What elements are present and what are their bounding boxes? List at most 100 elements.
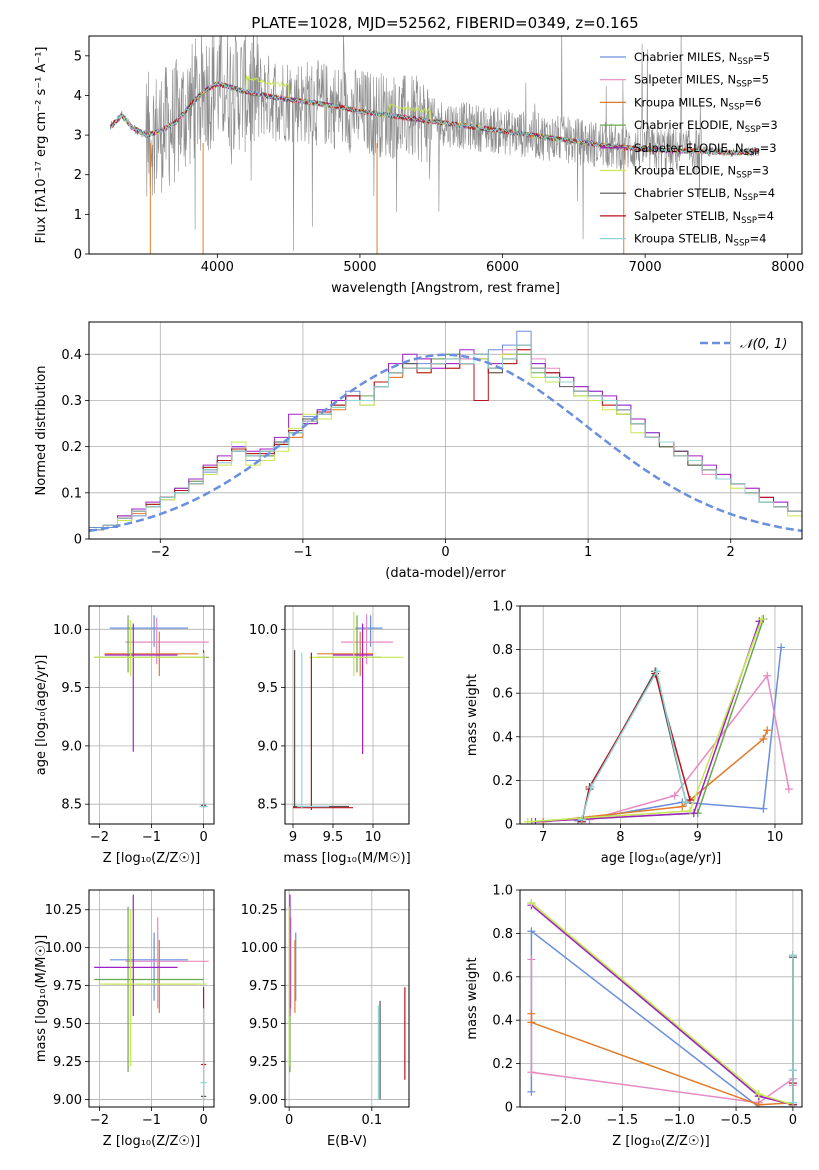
weight-marker (527, 955, 536, 964)
weight-series-line (543, 729, 768, 823)
y-tick-label: 9.75 (249, 979, 278, 994)
y-tick-label: 1 (74, 208, 82, 223)
weight-marker (788, 1066, 797, 1075)
legend-label: Salpeter MILES, NSSP=5 (634, 73, 769, 90)
y-tick-label: 8.5 (257, 798, 278, 813)
y-tick-label: 0.2 (61, 440, 82, 455)
plot-area (89, 330, 802, 533)
weight-marker (685, 806, 694, 815)
legend-label: Kroupa STELIB, NSSP=4 (634, 232, 766, 249)
legend-label-tail: =3 (752, 164, 769, 178)
legend-label-sub: SSP (737, 57, 753, 67)
weight-marker (527, 927, 536, 936)
panel-weight_vs_age: 7 8 9 10 0 0.2 0.4 0.6 0.8 1.0 age [log₁₀(age/yr)]… (465, 600, 803, 866)
legend-label-tail: =4 (757, 209, 774, 223)
axes-frame (519, 605, 803, 825)
x-tick-label: −1 (293, 545, 312, 560)
legend-label: Salpeter STELIB, NSSP=4 (634, 209, 774, 226)
legend-residual: 𝒩(0, 1) (700, 337, 787, 352)
x-axis-label: E(B-V) (327, 1134, 367, 1149)
y-tick-label: 0.6 (492, 687, 513, 702)
y-tick-label: 0 (74, 248, 82, 263)
x-axis-label: mass [log₁₀(M/M☉)] (283, 851, 410, 866)
y-axis-label: mass weight (465, 674, 480, 756)
y-tick-label: 0 (74, 533, 82, 548)
weight-marker (763, 671, 772, 680)
x-tick-label: 2 (727, 545, 735, 560)
weight-series-line (530, 1013, 793, 1106)
weight-marker (670, 791, 679, 800)
legend-label-text: Kroupa STELIB, N (634, 232, 734, 246)
x-tick-label: 8 (616, 830, 624, 845)
legend-label-tail: =4 (749, 232, 766, 246)
y-tick-label: 0.2 (492, 774, 513, 789)
legend-label-text: Kroupa ELODIE, N (634, 164, 736, 178)
x-tick-label: −2 (90, 1113, 109, 1128)
x-tick-label: 0 (789, 1113, 797, 1128)
weight-marker (754, 1089, 763, 1098)
panel-spectrum: 4000 5000 6000 7000 8000 0 1 2 3 4 5 wavelength [An… (34, 35, 804, 296)
plot-area (523, 615, 793, 824)
y-axis-label: mass weight (465, 957, 480, 1039)
y-tick-label: 0.4 (492, 730, 513, 745)
weight-marker (527, 1009, 536, 1018)
legend-label: Kroupa MILES, NSSP=6 (634, 95, 761, 112)
x-axis-label: Z [log₁₀(Z/Z☉)] (103, 1134, 200, 1149)
x-tick-label: −1 (142, 830, 161, 845)
axes-frame (284, 605, 410, 825)
x-tick-label: 0 (199, 1113, 207, 1128)
weight-marker (763, 726, 772, 735)
legend-label: Chabrier ELODIE, NSSP=3 (634, 118, 778, 135)
x-tick-label: −2 (151, 545, 170, 560)
x-tick-label: 10 (767, 830, 784, 845)
y-tick-label: 9.50 (249, 1017, 278, 1032)
y-tick-label: 0.8 (492, 643, 513, 658)
panel-mass_vs_Z: −2 −1 0 9.00 9.25 9.50 9.75 10.00 10.25 Z [log₁₀(… (34, 889, 215, 1149)
histogram-series (89, 344, 802, 531)
y-tick-label: 0.4 (61, 348, 82, 363)
legend-label-sub: SSP (729, 102, 745, 112)
y-tick-label: 3 (74, 129, 82, 144)
plot-area (293, 611, 404, 811)
panel-weight_vs_Z: −2.0 −1.5 −1.0 −0.5 0 0 0.2 0.4 0.6 0.8 1.0 Z [log₁… (465, 884, 803, 1149)
weight-marker (577, 815, 586, 824)
y-tick-label: 9.50 (53, 1017, 82, 1032)
x-axis-label: (data-model)/error (385, 566, 506, 581)
y-tick-label: 2 (74, 168, 82, 183)
x-tick-label: 5000 (343, 260, 376, 275)
legend-label-text: Salpeter MILES, N (634, 73, 736, 87)
x-tick-label: 0 (441, 545, 449, 560)
plot-area (94, 615, 209, 808)
weight-marker (652, 667, 661, 676)
x-tick-label: 7000 (629, 260, 662, 275)
legend-label: Salpeter ELODIE, NSSP=3 (634, 141, 777, 158)
y-axis-label: Normed distribution (34, 366, 49, 496)
normal-curve (89, 353, 802, 533)
x-axis-label: Z [log₁₀(Z/Z☉)] (103, 851, 200, 866)
legend-label-tail: =6 (744, 95, 761, 109)
legend-label-text: Chabrier MILES, N (634, 50, 737, 64)
y-axis-label: age [log₁₀(age/yr)] (34, 655, 49, 776)
legend-label-sub: SSP (744, 148, 760, 158)
y-tick-label: 9.25 (53, 1055, 82, 1070)
weight-marker (777, 643, 786, 652)
y-tick-label: 9.5 (61, 681, 82, 696)
legend-label-text: Chabrier STELIB, N (634, 186, 742, 200)
y-tick-label: 1.0 (492, 884, 513, 899)
y-tick-label: 9.0 (61, 739, 82, 754)
legend-label-text: Salpeter STELIB, N (634, 209, 741, 223)
x-tick-label: 9.5 (323, 830, 344, 845)
y-tick-label: 8.5 (61, 798, 82, 813)
x-tick-label: 10 (365, 830, 382, 845)
x-tick-label: −0.5 (720, 1113, 752, 1128)
y-tick-label: 0 (505, 818, 513, 833)
x-axis-label: wavelength [Angstrom, rest frame] (331, 281, 560, 296)
histogram-series (89, 344, 802, 531)
weight-marker (587, 782, 596, 791)
weight-marker (523, 817, 532, 824)
axes-frame (88, 35, 803, 255)
y-tick-label: 10.0 (53, 623, 82, 638)
x-tick-label: −2 (90, 830, 109, 845)
